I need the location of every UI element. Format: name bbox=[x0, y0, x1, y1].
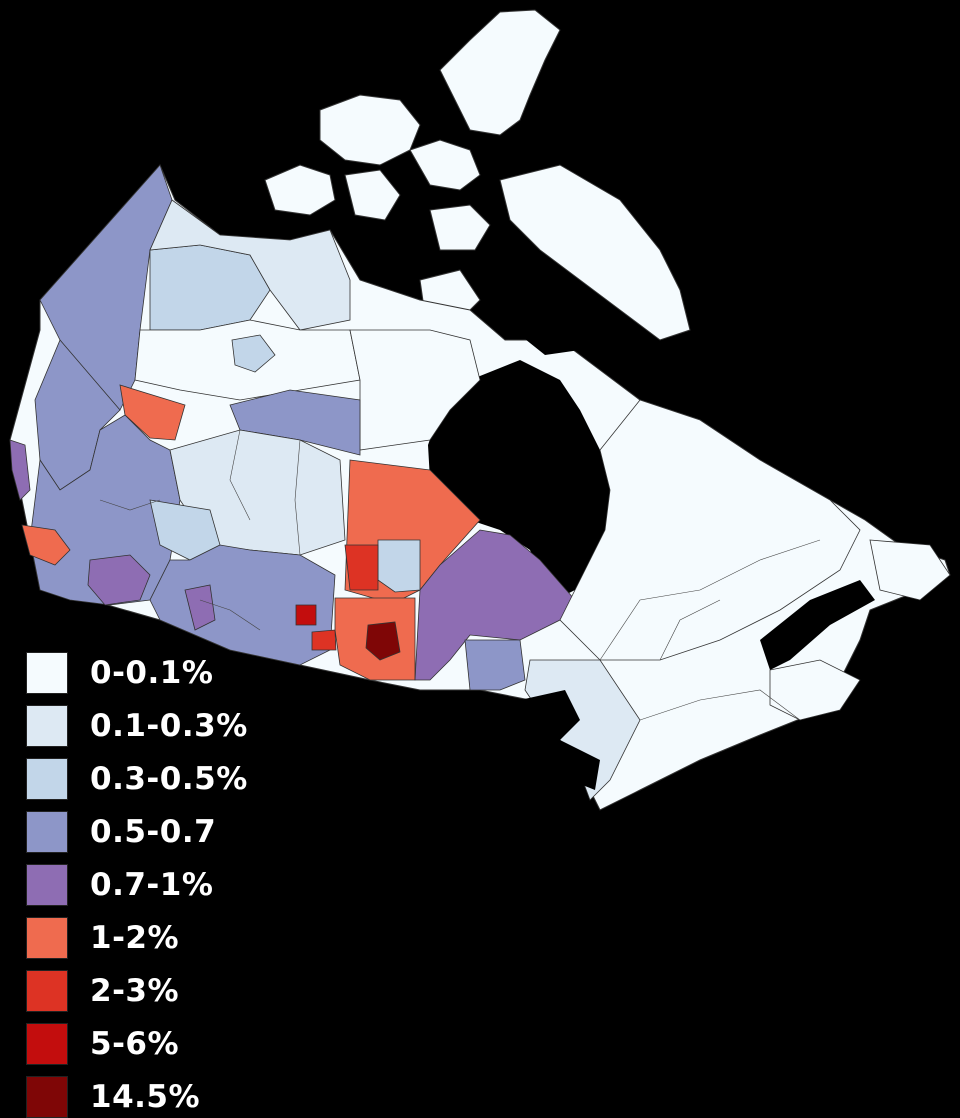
legend-label: 2-3% bbox=[90, 973, 180, 1009]
legend-swatch bbox=[26, 917, 68, 959]
legend-swatch bbox=[26, 652, 68, 694]
legend-swatch bbox=[26, 705, 68, 747]
district-boundaries bbox=[99, 429, 821, 721]
region-prairie-south bbox=[149, 544, 336, 666]
legend-label: 0.5-0.7 bbox=[90, 814, 217, 850]
region-winnipeg bbox=[365, 621, 401, 661]
legend-item: 5-6% bbox=[26, 1023, 179, 1065]
region-maritimes bbox=[769, 659, 861, 721]
region-nwt-central bbox=[149, 199, 351, 331]
legend-item: 14.5% bbox=[26, 1076, 200, 1118]
great-lakes bbox=[515, 690, 600, 790]
legend-item: 2-3% bbox=[26, 970, 179, 1012]
legend-item: 1-2% bbox=[26, 917, 179, 959]
region-prairie-violet bbox=[184, 584, 216, 631]
region-quebec-north bbox=[559, 399, 861, 661]
region-manitoba-red bbox=[344, 544, 379, 591]
region-bc-interior-violet bbox=[87, 554, 151, 606]
region-bc-ne-orange bbox=[119, 384, 186, 441]
region-sask-red bbox=[311, 629, 337, 651]
legend-swatch bbox=[26, 864, 68, 906]
st-lawrence bbox=[760, 580, 875, 670]
legend-label: 0.1-0.3% bbox=[90, 708, 248, 744]
legend-label: 5-6% bbox=[90, 1026, 180, 1062]
region-ontario-central bbox=[464, 639, 526, 691]
region-vancouver-island bbox=[21, 524, 71, 566]
hudson-bay bbox=[428, 360, 610, 600]
legend-label: 0-0.1% bbox=[90, 655, 214, 691]
legend-item: 0.7-1% bbox=[26, 864, 213, 906]
region-great-slave bbox=[231, 334, 276, 373]
legend-swatch bbox=[26, 811, 68, 853]
legend-swatch bbox=[26, 970, 68, 1012]
region-sask-dark bbox=[295, 604, 317, 626]
legend-swatch bbox=[26, 758, 68, 800]
legend-item: 0-0.1% bbox=[26, 652, 213, 694]
legend-label: 0.7-1% bbox=[90, 867, 214, 903]
legend-item: 0.1-0.3% bbox=[26, 705, 248, 747]
legend-label: 1-2% bbox=[90, 920, 180, 956]
legend-item: 0.5-0.7 bbox=[26, 811, 216, 853]
region-manitoba-lake bbox=[377, 539, 421, 593]
foxe-basin bbox=[520, 295, 590, 355]
legend-swatch bbox=[26, 1076, 68, 1118]
legend-item: 0.3-0.5% bbox=[26, 758, 248, 800]
legend-label: 0.3-0.5% bbox=[90, 761, 248, 797]
legend-swatch bbox=[26, 1023, 68, 1065]
region-newfoundland bbox=[869, 539, 951, 601]
region-coast-violet bbox=[9, 439, 31, 501]
legend-label: 14.5% bbox=[90, 1079, 201, 1115]
